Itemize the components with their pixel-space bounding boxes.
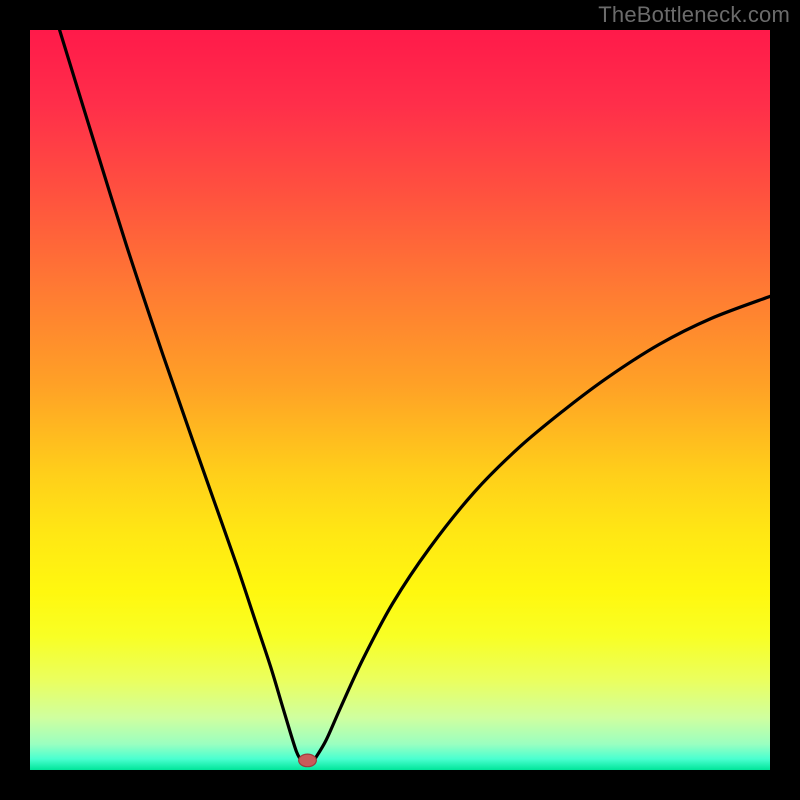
bottleneck-chart — [0, 0, 800, 800]
watermark-text: TheBottleneck.com — [598, 2, 790, 28]
plot-area — [30, 30, 770, 770]
plot-background — [30, 30, 770, 770]
optimal-marker — [299, 754, 317, 767]
chart-container: TheBottleneck.com — [0, 0, 800, 800]
